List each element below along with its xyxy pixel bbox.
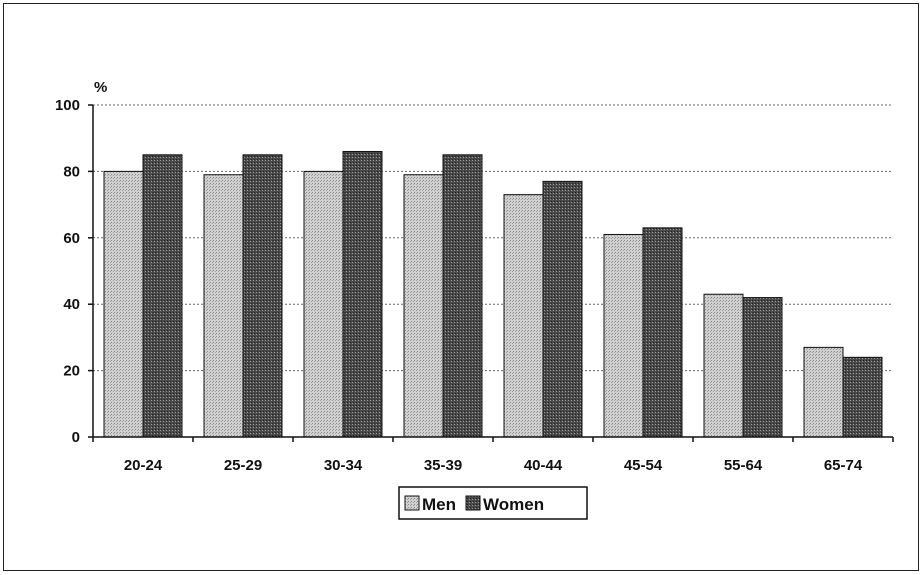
bar-women-20-24 [142,154,183,438]
bar-men-20-24 [103,170,144,438]
legend-box [398,486,588,520]
legend-swatch-women [465,495,481,511]
bar-men-55-64 [703,293,744,438]
bar-men-65-74 [803,346,844,438]
bar-men-45-54 [603,233,644,438]
legend-swatch-men [404,495,420,511]
y-tick-label: 40 [63,296,80,313]
bar-women-30-34 [342,150,383,438]
y-unit-label: % [94,79,107,96]
bar-men-40-44 [503,194,544,438]
y-tick-label: 80 [63,163,80,180]
legend-label-women: Women [483,495,544,514]
legend-label-men: Men [422,495,456,514]
bar-men-30-34 [303,170,344,438]
x-tick-label: 45-54 [624,457,663,474]
chart-frame [3,3,919,571]
x-tick-label: 65-74 [824,457,863,474]
bar-women-45-54 [642,227,683,438]
legend: Men Women [398,486,588,520]
x-tick-label: 55-64 [724,457,763,474]
bar-men-25-29 [203,174,244,438]
x-tick-label: 35-39 [424,457,462,474]
bar-women-55-64 [742,297,783,438]
y-tick-label: 60 [63,230,80,247]
y-tick-label: 100 [55,97,80,114]
x-axis-ticks: 20-24 25-29 30-34 35-39 40-44 45-54 55-64 65-74 [92,437,894,474]
y-tick-label: 20 [63,363,80,380]
y-tick-label: 0 [72,429,80,446]
bar-women-25-29 [242,154,283,438]
bar-women-65-74 [842,356,883,438]
y-axis-ticks: 0 20 40 60 80 100 [55,97,93,446]
bar-women-40-44 [542,180,583,438]
bar-men-35-39 [403,174,444,438]
x-tick-label: 20-24 [124,457,163,474]
x-tick-label: 30-34 [324,457,363,474]
bar-women-35-39 [442,154,483,438]
x-tick-label: 25-29 [224,457,262,474]
x-tick-label: 40-44 [524,457,563,474]
bars [103,150,883,438]
